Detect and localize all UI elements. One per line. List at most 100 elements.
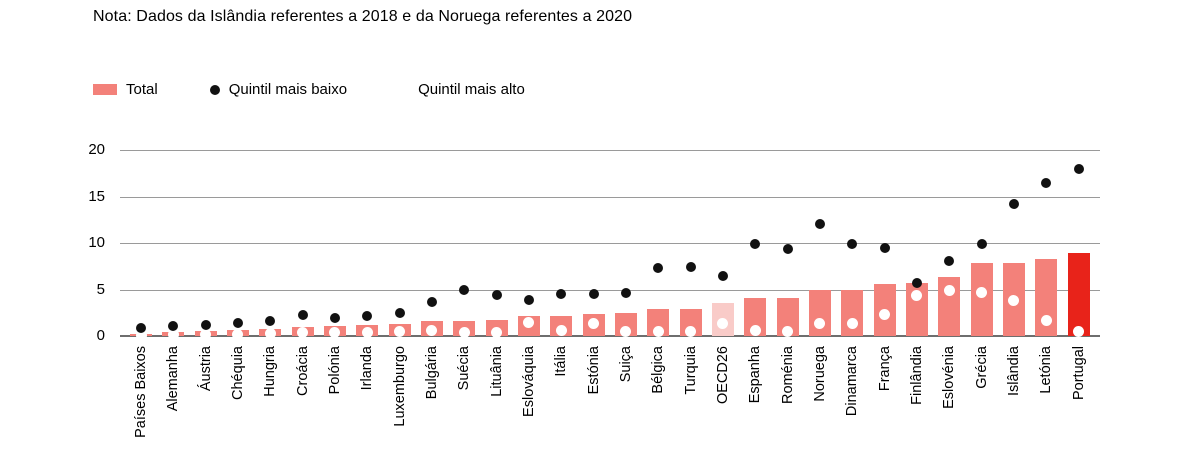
dot-lowest-quintile-espanha — [750, 238, 761, 249]
x-label-finlandia: Finlândia — [908, 346, 925, 405]
x-label-eslovaquia: Eslováquia — [520, 346, 537, 417]
y-tick-label-10: 10 — [88, 234, 105, 251]
dot-lowest-quintile-eslovaquia — [523, 294, 534, 305]
x-label-hungria: Hungria — [262, 346, 279, 397]
x-label-irlanda: Irlanda — [359, 346, 376, 391]
chart-note: Nota: Dados da Islândia referentes a 201… — [93, 8, 633, 25]
gridline-5 — [120, 289, 1100, 291]
dot-highest-quintile-eslovaquia — [523, 317, 535, 329]
dot-lowest-quintile-romenia — [782, 243, 793, 254]
dot-lowest-quintile-belgica — [653, 263, 664, 274]
gridline-10 — [120, 243, 1100, 244]
dot-lowest-quintile-luxemburgo — [394, 307, 405, 318]
x-label-franca: França — [876, 346, 893, 392]
dot-lowest-quintile-noruega — [814, 219, 825, 230]
dot-highest-quintile-suecia — [458, 326, 470, 338]
dot-lowest-quintile-chequia — [232, 317, 243, 328]
x-label-alemanha: Alemanha — [165, 346, 182, 412]
y-tick-label-15: 15 — [88, 187, 105, 205]
x-label-luxemburgo: Luxemburgo — [391, 346, 408, 427]
x-label-noruega: Noruega — [811, 346, 828, 402]
dot-highest-quintile-espanha — [749, 324, 761, 336]
dot-lowest-quintile-eslovenia — [944, 255, 955, 266]
dot-highest-quintile-polonia — [329, 326, 341, 338]
dot-lowest-quintile-italia — [556, 289, 567, 300]
x-label-grecia: Grécia — [973, 346, 990, 389]
x-label-austria: Áustria — [197, 346, 214, 392]
dot-highest-quintile-noruega — [814, 318, 826, 330]
dot-highest-quintile-luxemburgo — [394, 325, 406, 337]
dot-highest-quintile-italia — [555, 324, 567, 336]
dot-highest-quintile-portugal — [1073, 325, 1085, 337]
dot-highest-quintile-grecia — [976, 286, 988, 298]
dot-lowest-quintile-paises-baixos — [136, 322, 146, 333]
total-bar-swatch-icon — [93, 84, 117, 95]
x-label-letonia: Letónia — [1038, 346, 1055, 394]
x-label-chequia: Chéquia — [229, 346, 246, 401]
legend: Total Quintil mais baixo Quintil mais al… — [93, 81, 525, 98]
legend-label-lowest-quintile: Quintil mais baixo — [228, 81, 348, 98]
dot-lowest-quintile-dinamarca — [847, 238, 858, 249]
bar-romenia — [776, 297, 799, 336]
dot-highest-quintile-chequia — [232, 328, 244, 340]
x-label-estonia: Estónia — [585, 346, 602, 395]
x-label-portugal: Portugal — [1070, 346, 1087, 401]
dot-highest-quintile-estonia — [588, 318, 600, 330]
dot-lowest-quintile-finlandia — [911, 277, 922, 288]
black-dot-icon — [209, 84, 220, 95]
dot-lowest-quintile-polonia — [329, 313, 340, 324]
bar-dinamarca — [841, 290, 864, 336]
dot-lowest-quintile-oecd26 — [717, 271, 728, 282]
dot-highest-quintile-irlanda — [361, 326, 373, 338]
y-tick-label-20: 20 — [88, 141, 105, 158]
dot-lowest-quintile-franca — [879, 242, 890, 253]
dot-lowest-quintile-alemanha — [168, 320, 179, 331]
dot-lowest-quintile-islandia — [1008, 198, 1019, 209]
bar-noruega — [808, 290, 831, 336]
x-label-suecia: Suécia — [456, 346, 473, 391]
dot-highest-quintile-hungria — [264, 327, 276, 339]
dot-highest-quintile-turquia — [685, 325, 697, 337]
y-tick-label-5: 5 — [96, 280, 105, 298]
x-label-belgica: Bélgica — [650, 346, 667, 394]
x-label-italia: Itália — [553, 346, 570, 377]
dot-lowest-quintile-suica — [620, 288, 631, 299]
legend-item-lowest-quintile: Quintil mais baixo — [209, 81, 348, 98]
dot-lowest-quintile-croacia — [297, 309, 308, 320]
dot-lowest-quintile-lituania — [491, 290, 502, 301]
dot-highest-quintile-oecd26 — [717, 318, 729, 330]
y-tick-label-0: 0 — [96, 327, 105, 344]
dot-lowest-quintile-austria — [200, 319, 211, 330]
x-label-suica: Suiça — [617, 346, 634, 383]
dot-highest-quintile-letonia — [1040, 314, 1052, 326]
dot-highest-quintile-croacia — [297, 326, 309, 338]
dot-highest-quintile-finlandia — [911, 289, 923, 301]
dot-lowest-quintile-irlanda — [362, 310, 373, 321]
dot-highest-quintile-romenia — [782, 325, 794, 337]
x-label-turquia: Turquia — [682, 346, 699, 395]
dot-highest-quintile-islandia — [1008, 295, 1020, 307]
x-label-romenia: Roménia — [779, 346, 796, 405]
dot-highest-quintile-franca — [879, 309, 891, 321]
legend-item-total: Total — [93, 81, 158, 98]
bar-portugal — [1067, 253, 1090, 336]
dot-highest-quintile-belgica — [652, 325, 664, 337]
dot-highest-quintile-lituania — [491, 326, 503, 338]
x-label-eslovenia: Eslovénia — [941, 346, 958, 409]
dot-lowest-quintile-grecia — [976, 238, 987, 249]
dot-lowest-quintile-turquia — [685, 262, 696, 273]
legend-label-total: Total — [126, 81, 158, 98]
dot-lowest-quintile-estonia — [588, 289, 599, 300]
gridline-20 — [120, 150, 1100, 151]
dot-lowest-quintile-hungria — [265, 316, 276, 327]
dot-lowest-quintile-portugal — [1073, 163, 1084, 174]
x-label-croacia: Croácia — [294, 346, 311, 396]
dot-highest-quintile-suica — [620, 325, 632, 337]
dot-highest-quintile-alemanha — [167, 328, 179, 340]
dot-highest-quintile-eslovenia — [943, 284, 955, 296]
x-label-islandia: Islândia — [1005, 346, 1022, 396]
x-label-bulgaria: Bulgária — [423, 346, 440, 400]
x-label-polonia: Polónia — [326, 346, 343, 395]
